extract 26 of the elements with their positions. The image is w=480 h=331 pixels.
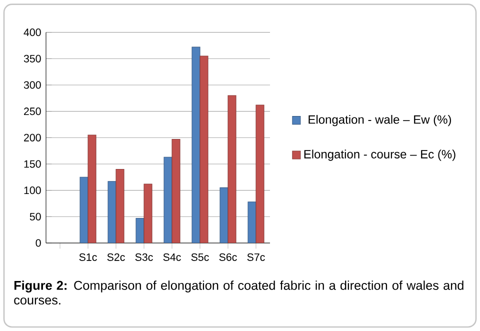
y-tick-label: 150 <box>24 160 41 168</box>
x-tick-label: S6c <box>219 253 237 261</box>
x-tick-label: S5c <box>191 253 209 261</box>
bar <box>172 138 180 243</box>
y-tick-label: 250 <box>24 108 41 116</box>
bar <box>256 104 264 243</box>
bar <box>144 184 152 243</box>
bar <box>116 168 124 243</box>
y-tick-label: 400 <box>24 28 41 36</box>
y-tick-label: 200 <box>24 134 41 142</box>
y-tick-label: 300 <box>24 81 41 89</box>
x-tick-label: S2c <box>107 253 125 261</box>
x-tick-label: S1c <box>79 253 97 261</box>
x-tick-label: S7c <box>247 253 265 261</box>
x-tick-label: S3c <box>135 253 153 261</box>
bar <box>228 95 236 243</box>
legend-label: Elongation - course – Ec (%) <box>304 150 456 161</box>
bar <box>200 56 208 243</box>
y-tick-label: 0 <box>36 239 41 247</box>
legend-label: Elongation - wale – Ew (%) <box>308 114 452 126</box>
y-tick-label: 50 <box>30 212 41 220</box>
x-tick-label: S4c <box>163 253 181 261</box>
y-tick-label: 350 <box>24 54 41 62</box>
bar <box>88 134 96 243</box>
text: Figure 2: Comparison of elongation of coated fabric in a direction of wales and courses. <box>14 280 464 305</box>
y-tick-label: 100 <box>24 186 41 194</box>
